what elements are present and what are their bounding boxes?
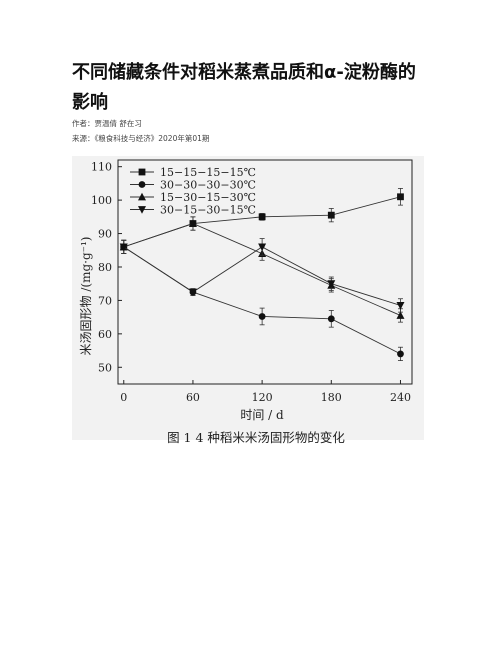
series-line	[123, 223, 401, 316]
series-line	[123, 246, 401, 355]
y-axis-label: 米汤固形物 /(mg·g⁻¹)	[79, 237, 93, 356]
data-point	[396, 302, 405, 310]
data-point	[119, 243, 128, 252]
x-tick-label: 0	[120, 391, 127, 404]
y-tick-label: 70	[98, 294, 112, 307]
legend-item: 30−15−30−15℃	[130, 204, 256, 217]
data-point	[258, 313, 266, 320]
y-tick-label: 90	[98, 228, 112, 241]
data-point	[327, 315, 335, 323]
x-tick-label: 120	[252, 391, 273, 404]
series-3	[119, 216, 405, 323]
series-4	[119, 238, 405, 313]
y-tick-label: 100	[91, 194, 112, 207]
data-point	[397, 193, 404, 201]
data-point	[327, 211, 335, 219]
data-point	[188, 219, 197, 227]
y-tick-label: 60	[98, 328, 112, 341]
x-tick-label: 240	[390, 391, 411, 404]
x-tick-label: 180	[321, 391, 342, 404]
y-tick-label: 50	[98, 361, 112, 374]
legend-marker	[138, 181, 146, 188]
x-axis-label: 时间 / d	[240, 408, 284, 422]
legend-marker	[138, 192, 146, 201]
legend-item: 30−30−30−30℃	[130, 179, 256, 192]
data-point	[258, 243, 267, 252]
legend-label: 30−15−30−15℃	[160, 204, 256, 217]
legend-marker	[138, 206, 146, 214]
figure-panel	[72, 156, 424, 440]
data-point	[397, 350, 404, 358]
plot-frame	[117, 159, 413, 385]
legend-item: 15−30−15−30℃	[130, 191, 256, 204]
data-point	[327, 280, 336, 288]
figure-caption: 图 1 4 种稻米米汤固形物的变化	[167, 430, 345, 445]
y-tick-label: 110	[91, 161, 112, 174]
data-point	[396, 311, 405, 319]
legend-label: 15−15−15−15℃	[160, 166, 256, 179]
data-point	[258, 213, 266, 221]
y-tick-label: 80	[98, 261, 112, 274]
legend-item: 15−15−15−15℃	[130, 166, 256, 179]
legend-label: 30−30−30−30℃	[160, 179, 256, 192]
article-title: 不同储藏条件对稻米蒸煮品质和α-淀粉酶的影响	[72, 62, 416, 113]
x-tick-label: 60	[186, 391, 200, 404]
article-author: 作者：贾温倩 舒在习	[72, 119, 142, 128]
data-point	[188, 288, 197, 297]
article-source: 来源：《粮食科技与经济》2020年第01期	[72, 134, 210, 143]
legend-marker	[138, 168, 146, 176]
legend-label: 15−30−15−30℃	[160, 191, 256, 204]
